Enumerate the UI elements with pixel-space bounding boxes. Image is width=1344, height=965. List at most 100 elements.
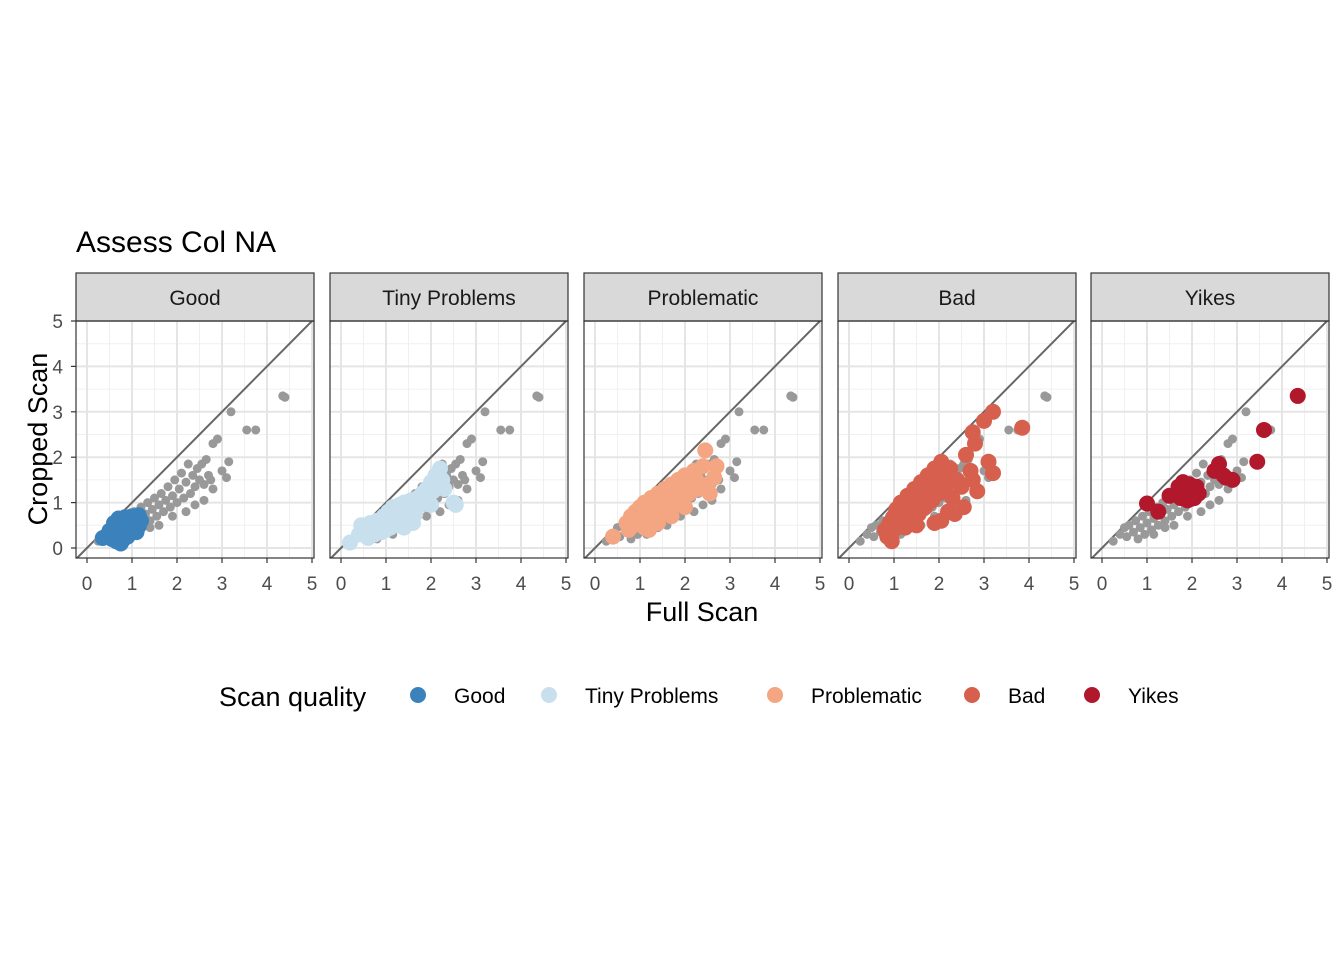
background-point — [1169, 520, 1179, 530]
panel-border — [75, 320, 315, 559]
x-tick-label: 5 — [1069, 574, 1080, 595]
y-axis-label: Cropped Scan — [23, 353, 53, 526]
background-point — [1205, 500, 1215, 510]
legend-label: Yikes — [1128, 685, 1179, 708]
background-point — [251, 425, 261, 435]
x-tick-label: 0 — [844, 574, 855, 595]
background-point — [172, 498, 182, 508]
background-point — [1241, 407, 1251, 417]
background-point — [1042, 392, 1052, 402]
facet-strip — [329, 272, 569, 322]
background-point — [455, 454, 465, 464]
background-point — [476, 473, 485, 483]
legend-key — [964, 687, 980, 703]
background-point — [190, 482, 200, 492]
data-point — [985, 465, 1001, 482]
background-point — [206, 475, 216, 485]
x-tick-label: 3 — [471, 574, 482, 595]
x-tick-label: 0 — [590, 574, 601, 595]
data-point — [418, 494, 435, 511]
background-point — [721, 434, 730, 444]
background-point — [1167, 511, 1177, 521]
data-point — [697, 442, 714, 459]
x-tick-label: 4 — [262, 574, 273, 595]
background-point — [226, 407, 236, 417]
background-point — [1133, 534, 1143, 544]
data-point — [1190, 485, 1207, 502]
facet-strip — [75, 272, 315, 322]
background-point — [462, 484, 472, 494]
x-tick-label: 5 — [1322, 574, 1333, 595]
background-point — [179, 493, 189, 503]
panel-border — [583, 320, 823, 559]
facet-strip-label: Tiny Problems — [382, 287, 515, 310]
background-point — [1122, 532, 1132, 542]
background-point — [168, 491, 177, 501]
chart-title: Assess Col NA — [76, 226, 276, 259]
x-tick-label: 0 — [1097, 574, 1108, 595]
legend-title: Scan quality — [219, 682, 367, 712]
background-point — [174, 484, 184, 494]
y-tick-label: 5 — [52, 312, 63, 333]
background-point — [1228, 434, 1237, 444]
y-tick-label: 2 — [52, 448, 63, 469]
background-point — [168, 511, 177, 521]
background-point — [1192, 468, 1201, 478]
y-tick-label: 1 — [52, 494, 63, 515]
legend-label: Tiny Problems — [585, 685, 718, 708]
data-point — [958, 446, 974, 463]
background-point — [1124, 520, 1134, 530]
data-point — [944, 490, 961, 507]
panel-border — [329, 320, 569, 559]
background-point — [750, 425, 760, 435]
data-point — [650, 515, 666, 532]
legend-key — [767, 687, 783, 703]
background-point — [170, 475, 180, 485]
data-point — [1014, 419, 1031, 436]
reference-line — [838, 321, 1076, 558]
background-point — [1131, 516, 1141, 526]
x-tick-label: 4 — [1277, 574, 1288, 595]
background-point — [1108, 536, 1118, 546]
facet-strip-label: Bad — [938, 287, 975, 310]
y-tick-label: 4 — [52, 357, 63, 378]
background-point — [698, 500, 708, 510]
x-tick-label: 3 — [1232, 574, 1243, 595]
background-point — [505, 425, 515, 435]
x-tick-label: 2 — [1187, 574, 1198, 595]
background-point — [1183, 511, 1192, 521]
background-point — [1142, 518, 1152, 528]
facet-panel-bad — [838, 321, 1076, 558]
data-point — [908, 517, 925, 534]
background-point — [471, 466, 481, 476]
legend-key — [541, 687, 557, 703]
panel-border — [837, 320, 1077, 559]
background-point — [152, 511, 162, 521]
legend: Scan quality Good Tiny Problems Problemati… — [219, 682, 1179, 712]
background-point — [1160, 523, 1170, 533]
y-tick-label: 0 — [52, 539, 63, 560]
legend-label: Good — [454, 685, 505, 708]
x-tick-label: 3 — [725, 574, 736, 595]
data-point — [967, 435, 983, 452]
background-point — [1196, 507, 1206, 517]
background-point — [150, 493, 159, 503]
background-point — [1149, 529, 1159, 539]
background-point — [1129, 527, 1138, 537]
data-point — [447, 496, 464, 513]
x-tick-label: 0 — [82, 574, 93, 595]
background-point — [460, 475, 470, 485]
facet-strip-label: Good — [169, 287, 220, 310]
facet-panel-problematic — [584, 321, 822, 558]
facet-strip — [837, 272, 1077, 322]
data-point — [969, 483, 986, 500]
facet-panel-good — [76, 321, 314, 558]
data-point — [436, 480, 453, 497]
background-point — [716, 484, 726, 494]
data-point — [933, 512, 950, 529]
background-point — [159, 507, 168, 517]
background-point — [213, 434, 222, 444]
background-point — [217, 466, 227, 476]
